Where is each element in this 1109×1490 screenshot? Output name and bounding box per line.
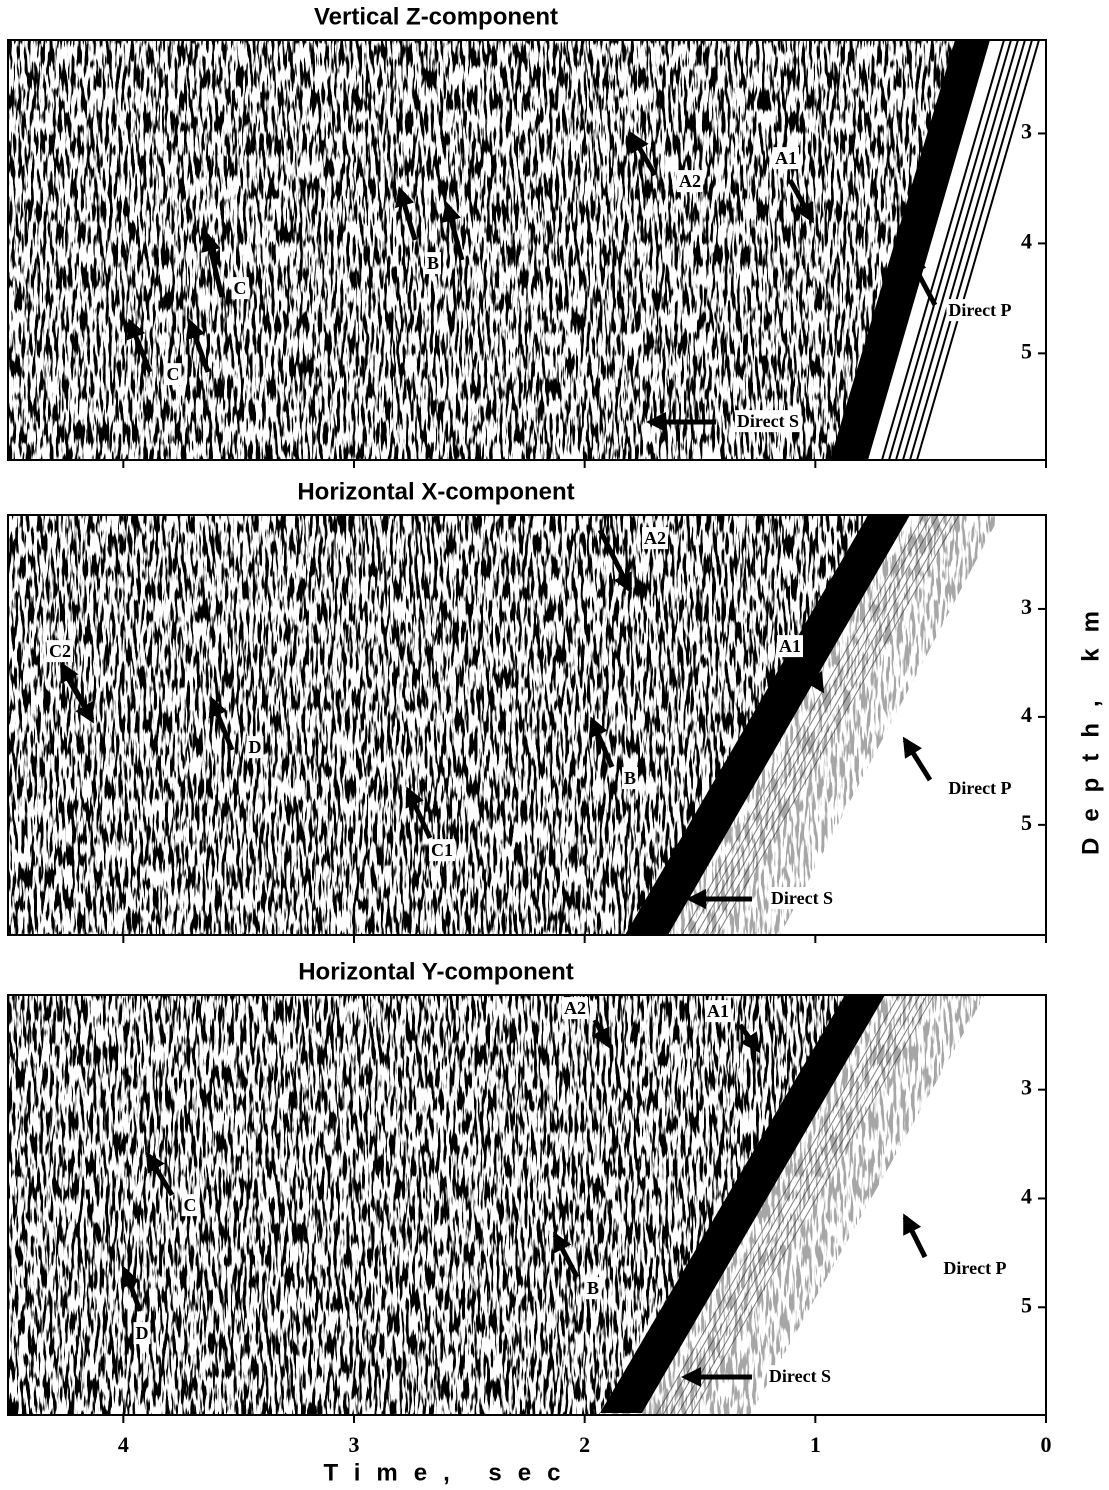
x-tick-label: 0: [1041, 1432, 1052, 1457]
annotation-arrow: [905, 1217, 925, 1257]
panel: Horizontal Y-component 4 3 2 1 0 3 4 5 A2 A1 C D B Dir…: [8, 958, 1052, 1486]
panel: Horizontal X-component 3 4 5 A2 A1 C2 D B C1 Direc…: [8, 478, 1104, 943]
annotation: C: [167, 364, 180, 384]
annotation: Direct S: [737, 411, 799, 431]
annotation: D: [249, 737, 262, 757]
panel-title: Horizontal X-component: [297, 478, 574, 505]
annotation: Direct P: [948, 300, 1011, 320]
annotation: Direct P: [943, 1258, 1006, 1278]
panel-title: Vertical Z-component: [314, 3, 558, 30]
annotation: A2: [644, 528, 666, 548]
panel-title: Horizontal Y-component: [298, 958, 574, 985]
annotation: A1: [779, 636, 801, 656]
annotation: A1: [775, 148, 797, 168]
annotation: C1: [431, 840, 453, 860]
annotation: Direct P: [948, 778, 1011, 798]
annotation: C2: [49, 641, 71, 661]
y-tick-label: 3: [1021, 1075, 1032, 1100]
annotation: C: [234, 278, 247, 298]
y-tick-label: 5: [1021, 1292, 1032, 1317]
y-tick-label: 3: [1021, 119, 1032, 144]
annotation: B: [427, 253, 439, 273]
x-tick-label: 3: [349, 1432, 360, 1457]
y-axis-label: Depth, km: [1077, 595, 1104, 855]
x-tick-label: 1: [810, 1432, 821, 1457]
annotation: Direct S: [769, 1366, 831, 1386]
seismic-texture: [8, 40, 1046, 460]
annotation-arrow: [905, 740, 930, 780]
panel: Vertical Z-component 3 4 5 A1 A2 B C C Direct P Di…: [8, 3, 1046, 468]
annotation: A1: [707, 1001, 729, 1021]
y-tick-label: 4: [1021, 702, 1032, 727]
y-tick-label: 5: [1021, 810, 1032, 835]
annotation: B: [587, 1278, 599, 1298]
figure: Vertical Z-component 3 4 5 A1 A2 B C C Direct P Di…: [0, 0, 1109, 1490]
annotation: B: [624, 768, 636, 788]
y-tick-label: 3: [1021, 594, 1032, 619]
annotation: D: [136, 1323, 149, 1343]
y-tick-label: 4: [1021, 228, 1032, 253]
annotation: C: [184, 1195, 197, 1215]
x-tick-label: 4: [118, 1432, 129, 1457]
y-tick-label: 4: [1021, 1184, 1032, 1209]
x-axis-label: Time, sec: [324, 1459, 577, 1486]
x-tick-label: 2: [579, 1432, 590, 1457]
annotation: A2: [679, 171, 701, 191]
annotation: Direct S: [771, 888, 833, 908]
annotation: A2: [564, 998, 586, 1018]
y-tick-label: 5: [1021, 338, 1032, 363]
